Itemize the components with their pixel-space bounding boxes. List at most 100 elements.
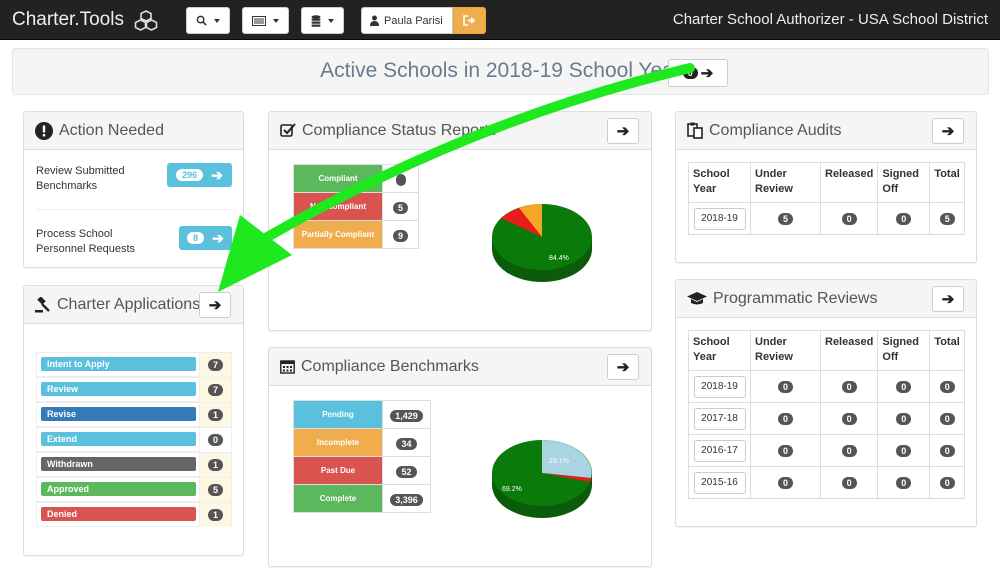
- logout-button[interactable]: [453, 7, 486, 34]
- count-badge: 0: [841, 412, 857, 425]
- school-year-button[interactable]: 2018-19: [693, 207, 746, 230]
- count-badge: 5: [207, 484, 223, 496]
- programmatic-reviews-heading: Programmatic Reviews ➔: [676, 280, 976, 318]
- status-label[interactable]: Non-compliant: [293, 192, 383, 221]
- search-dropdown[interactable]: [186, 7, 230, 34]
- school-year-button[interactable]: 2018-19: [693, 375, 746, 398]
- table-row[interactable]: Compliant: [293, 164, 419, 193]
- status-label[interactable]: Incomplete: [293, 428, 383, 457]
- list-item[interactable]: Revise 1: [36, 402, 232, 427]
- panel-title: Programmatic Reviews: [713, 289, 878, 307]
- action-item: Review Submitted Benchmarks: [36, 164, 232, 194]
- count-badge: 0: [777, 476, 793, 489]
- arrow-right-icon: ➔: [941, 291, 955, 308]
- page-title: Active Schools in 2018-19 School Year: [320, 59, 681, 82]
- table-row[interactable]: Pending 1,429: [293, 400, 431, 429]
- active-schools-count: 0: [682, 67, 698, 79]
- count-badge: 0: [939, 380, 955, 393]
- arrow-right-icon: ➔: [941, 123, 955, 140]
- list-item[interactable]: Review 7: [36, 377, 232, 402]
- column-header: Total: [929, 162, 966, 203]
- user-name: Paula Parisi: [384, 14, 443, 27]
- status-label[interactable]: Partially Compliant: [293, 220, 383, 249]
- table-row: 2018-19 0 0 0 0: [688, 370, 966, 403]
- status-label[interactable]: Review: [41, 382, 196, 396]
- graduation-cap-icon: [687, 291, 707, 304]
- panel-title: Action Needed: [59, 121, 164, 139]
- column-header: Released: [819, 162, 879, 203]
- compliance-benchmarks-go-button[interactable]: ➔: [607, 354, 639, 380]
- school-year-button[interactable]: 2016-17: [693, 439, 746, 462]
- count-badge: 1: [207, 509, 223, 521]
- programmatic-reviews-go-button[interactable]: ➔: [932, 286, 964, 312]
- arrow-right-icon: ➔: [208, 297, 222, 314]
- divider: [36, 209, 232, 210]
- count-badge: 0: [841, 444, 857, 457]
- status-label[interactable]: Pending: [293, 400, 383, 429]
- process-requests-button[interactable]: 8 ➔: [179, 226, 232, 250]
- compliance-status-go-button[interactable]: ➔: [607, 118, 639, 144]
- table-row[interactable]: Non-compliant 5: [293, 192, 419, 221]
- pie-label: 84.4%: [549, 255, 569, 262]
- count-badge: 1: [207, 459, 223, 471]
- status-label[interactable]: Past Due: [293, 456, 383, 485]
- user-profile-button[interactable]: Paula Parisi: [361, 7, 453, 34]
- arrow-right-icon: ➔: [616, 123, 630, 140]
- compliance-status-heading: Compliance Status Reports ➔: [269, 112, 651, 150]
- brand-name[interactable]: Charter.Tools: [12, 9, 124, 30]
- status-label[interactable]: Revise: [41, 407, 196, 421]
- table-row[interactable]: Partially Compliant 9: [293, 220, 419, 249]
- list-item[interactable]: Approved 5: [36, 477, 232, 502]
- compliance-status-table: Compliant Non-compliant 5 Partially Compl…: [293, 164, 419, 249]
- programmatic-reviews-table: School Year Under Review Released Signed…: [688, 330, 966, 499]
- school-year-button[interactable]: 2017-18: [693, 407, 746, 430]
- compliance-audits-go-button[interactable]: ➔: [932, 118, 964, 144]
- count-badge: 0: [841, 476, 857, 489]
- compliance-benchmarks-heading: Compliance Benchmarks ➔: [269, 348, 651, 386]
- action-item-label: Process School Personnel Requests: [36, 228, 136, 255]
- chevron-down-icon: [328, 18, 334, 23]
- review-benchmarks-button[interactable]: 296 ➔: [167, 163, 232, 187]
- calendar-icon: [280, 360, 295, 374]
- status-label[interactable]: Intent to Apply: [41, 357, 196, 371]
- clipboard-icon: [687, 122, 703, 139]
- list-item[interactable]: Withdrawn 1: [36, 452, 232, 477]
- status-label[interactable]: Withdrawn: [41, 457, 196, 471]
- table-row[interactable]: Complete 3,396: [293, 484, 431, 513]
- pie-label: 69.2%: [502, 486, 522, 493]
- column-header: Under Review: [750, 162, 821, 203]
- applications-list: Intent to Apply 7 Review 7 Revise 1 Extend 0…: [36, 352, 232, 527]
- brand[interactable]: Charter.Tools: [12, 9, 158, 31]
- count-badge: 0: [896, 380, 912, 393]
- list-item[interactable]: Denied 1: [36, 502, 232, 527]
- pie-slice-pending: [542, 440, 592, 478]
- column-header: Total: [929, 330, 966, 371]
- count-badge: 34: [396, 437, 417, 450]
- charter-applications-go-button[interactable]: ➔: [199, 292, 231, 318]
- school-year-button[interactable]: 2015-16: [693, 471, 746, 494]
- compliance-audits-panel: Compliance Audits ➔ School Year Under Re…: [675, 111, 977, 263]
- count-badge: 7: [207, 384, 223, 396]
- status-label[interactable]: Approved: [41, 482, 196, 496]
- list-item[interactable]: Intent to Apply 7: [36, 352, 232, 377]
- status-label[interactable]: Extend: [41, 432, 196, 446]
- table-row[interactable]: Past Due 52: [293, 456, 431, 485]
- column-header: School Year: [688, 330, 751, 371]
- column-header: School Year: [688, 162, 751, 203]
- active-schools-button[interactable]: 0 ➔: [668, 59, 728, 87]
- table-row[interactable]: Incomplete 34: [293, 428, 431, 457]
- list-dropdown[interactable]: [242, 7, 289, 34]
- column-header: Released: [819, 330, 879, 371]
- status-label[interactable]: Compliant: [293, 164, 383, 193]
- list-item[interactable]: Extend 0: [36, 427, 232, 452]
- status-label[interactable]: Complete: [293, 484, 383, 513]
- database-dropdown[interactable]: [301, 7, 344, 34]
- compliance-audits-heading: Compliance Audits ➔: [676, 112, 976, 150]
- compliance-audits-table: School Year Under Review Released Signed…: [688, 162, 966, 235]
- title-well: Active Schools in 2018-19 School Year 0 …: [12, 48, 989, 95]
- action-item-label: Review Submitted Benchmarks: [36, 165, 125, 192]
- count-badge: 0: [896, 476, 912, 489]
- count-badge: 1: [207, 409, 223, 421]
- charter-applications-heading: Charter Applications ➔: [24, 286, 243, 324]
- status-label[interactable]: Denied: [41, 507, 196, 521]
